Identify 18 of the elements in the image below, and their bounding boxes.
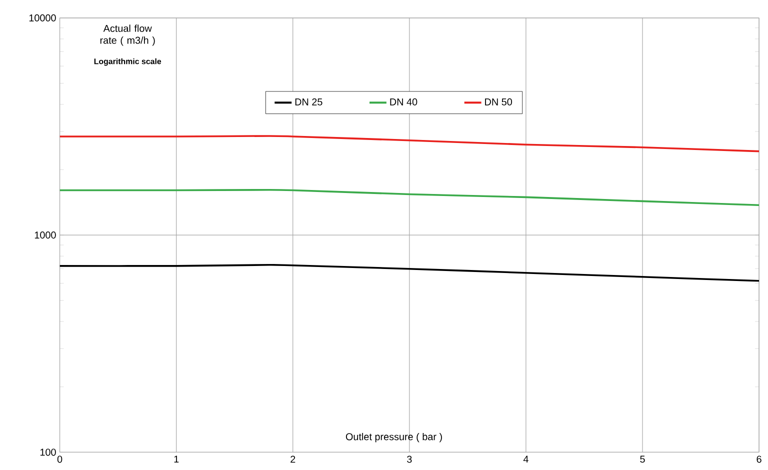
x-tick-label: 3 bbox=[407, 456, 412, 463]
x-tick-label: 1 bbox=[174, 456, 179, 462]
legend-label: DN 40 bbox=[390, 98, 418, 106]
y-tick-label: 100 bbox=[40, 448, 56, 456]
y-axis-title: Actual flow rate ( m3/h ) bbox=[100, 24, 155, 46]
x-tick-label: 0 bbox=[57, 456, 62, 463]
x-tick-label: 5 bbox=[640, 456, 645, 463]
x-tick-label: 4 bbox=[523, 456, 528, 462]
line-series bbox=[60, 134, 760, 152]
x-tick-label: 2 bbox=[290, 456, 296, 463]
line-series bbox=[60, 264, 760, 282]
legend-label: DN 50 bbox=[485, 98, 512, 106]
y-tick-label: 1000 bbox=[34, 231, 56, 238]
x-axis-title: Outlet pressure ( bar ) bbox=[346, 432, 442, 442]
line-series bbox=[60, 188, 760, 206]
x-tick-label: 6 bbox=[756, 456, 762, 463]
legend-label: DN 25 bbox=[295, 98, 322, 106]
y-tick-label: 10000 bbox=[29, 14, 56, 22]
